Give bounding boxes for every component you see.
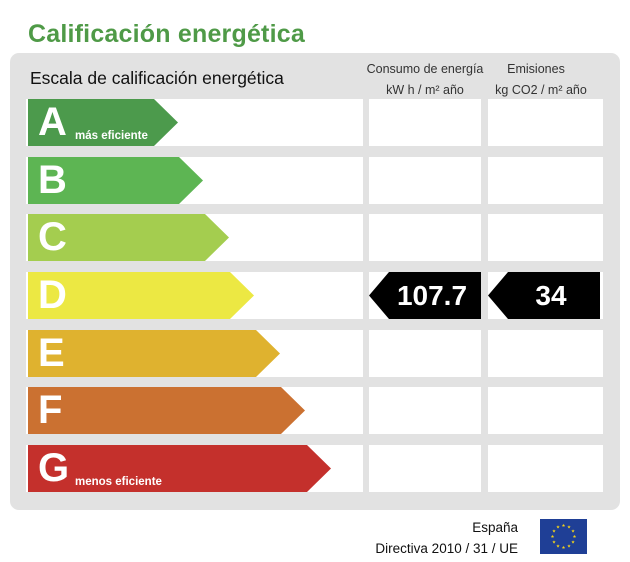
page-title: Calificación energética [28, 20, 305, 48]
rating-letter-b: B [38, 158, 67, 202]
rating-sublabel-g: menos eficiente [75, 476, 162, 488]
eu-star-icon [556, 544, 560, 548]
consumption-cell-a [369, 99, 481, 146]
emissions-cell-a [488, 99, 603, 146]
emissions-indicator: 34 [488, 272, 603, 319]
eu-star-icon [571, 540, 575, 544]
consumption-cell-f [369, 387, 481, 434]
eu-star-icon [571, 529, 575, 533]
eu-star-icon [552, 529, 556, 533]
footer-directive: Directiva 2010 / 31 / UE [375, 541, 518, 556]
emissions-cell-e [488, 330, 603, 377]
footer-country: España [472, 520, 518, 535]
consumption-cell-e [369, 330, 481, 377]
consumption-cell-c [369, 214, 481, 261]
consumption-cell-g [369, 445, 481, 492]
eu-star-icon [550, 534, 555, 538]
eu-flag-icon [540, 519, 587, 554]
rating-sublabel-a: más eficiente [75, 130, 148, 142]
rating-letter-c: C [38, 215, 67, 259]
emissions-cell-g [488, 445, 603, 492]
emissions-cell-b [488, 157, 603, 204]
emissions-unit: kg CO2 / m² año [495, 83, 587, 97]
scale-heading: Escala de calificación energética [30, 68, 284, 88]
consumption-header: Consumo de energía [366, 62, 484, 76]
consumption-value: 107.7 [396, 280, 468, 311]
eu-star-icon [556, 525, 560, 529]
eu-star-icon [561, 523, 566, 527]
eu-star-icon [561, 545, 566, 549]
emissions-cell-f [488, 387, 603, 434]
emissions-cell-c [488, 214, 603, 261]
consumption-unit: kW h / m² año [386, 83, 464, 97]
consumption-indicator: 107.7 [369, 272, 481, 319]
emissions-header: Emisiones [507, 62, 565, 76]
emissions-value: 34 [535, 280, 567, 311]
consumption-cell-b [369, 157, 481, 204]
eu-star-icon [552, 540, 556, 544]
rating-letter-g: G [38, 446, 70, 490]
rating-letter-d: D [38, 273, 67, 317]
eu-star-icon [567, 525, 571, 529]
eu-star-icon [567, 544, 571, 548]
rating-letter-e: E [38, 331, 65, 375]
rating-letter-a: A [38, 100, 67, 144]
eu-star-icon [572, 534, 577, 538]
rating-letter-f: F [38, 388, 63, 432]
